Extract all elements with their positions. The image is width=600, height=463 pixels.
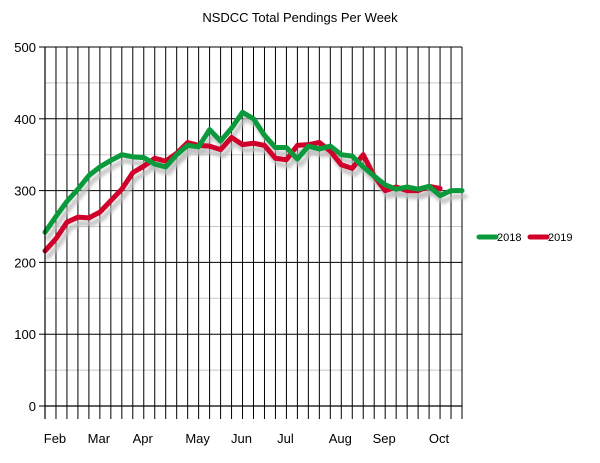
legend: 2018 2019 xyxy=(476,232,572,246)
x-tick-label: Aug xyxy=(329,431,352,446)
y-tick-label: 0 xyxy=(29,399,36,414)
x-tick-label: Apr xyxy=(133,431,154,446)
x-tick-label: Sep xyxy=(373,431,396,446)
series-lines xyxy=(42,109,465,254)
x-tick-label: Jul xyxy=(277,431,294,446)
x-tick-label: Oct xyxy=(429,431,450,446)
legend-label-2018: 2018 xyxy=(497,232,521,244)
y-tick-label: 200 xyxy=(14,255,36,270)
axes xyxy=(39,46,463,419)
x-tick-label: Mar xyxy=(88,431,111,446)
y-tick-label: 400 xyxy=(14,112,36,127)
x-axis-tick-labels: Feb Mar Apr May Jun Jul Aug Sep Oct xyxy=(44,431,450,446)
x-tick-label: Jun xyxy=(231,431,252,446)
y-tick-label: 300 xyxy=(14,184,36,199)
x-tick-label: Feb xyxy=(44,431,66,446)
y-tick-label: 500 xyxy=(14,40,36,55)
legend-label-2019: 2019 xyxy=(548,232,572,244)
x-tick-label: May xyxy=(185,431,210,446)
chart-title: NSDCC Total Pendings Per Week xyxy=(202,10,398,25)
y-axis-tick-labels: 0 100 200 300 400 500 xyxy=(14,40,36,414)
series-line-2018 xyxy=(42,109,465,235)
y-tick-label: 100 xyxy=(14,327,36,342)
